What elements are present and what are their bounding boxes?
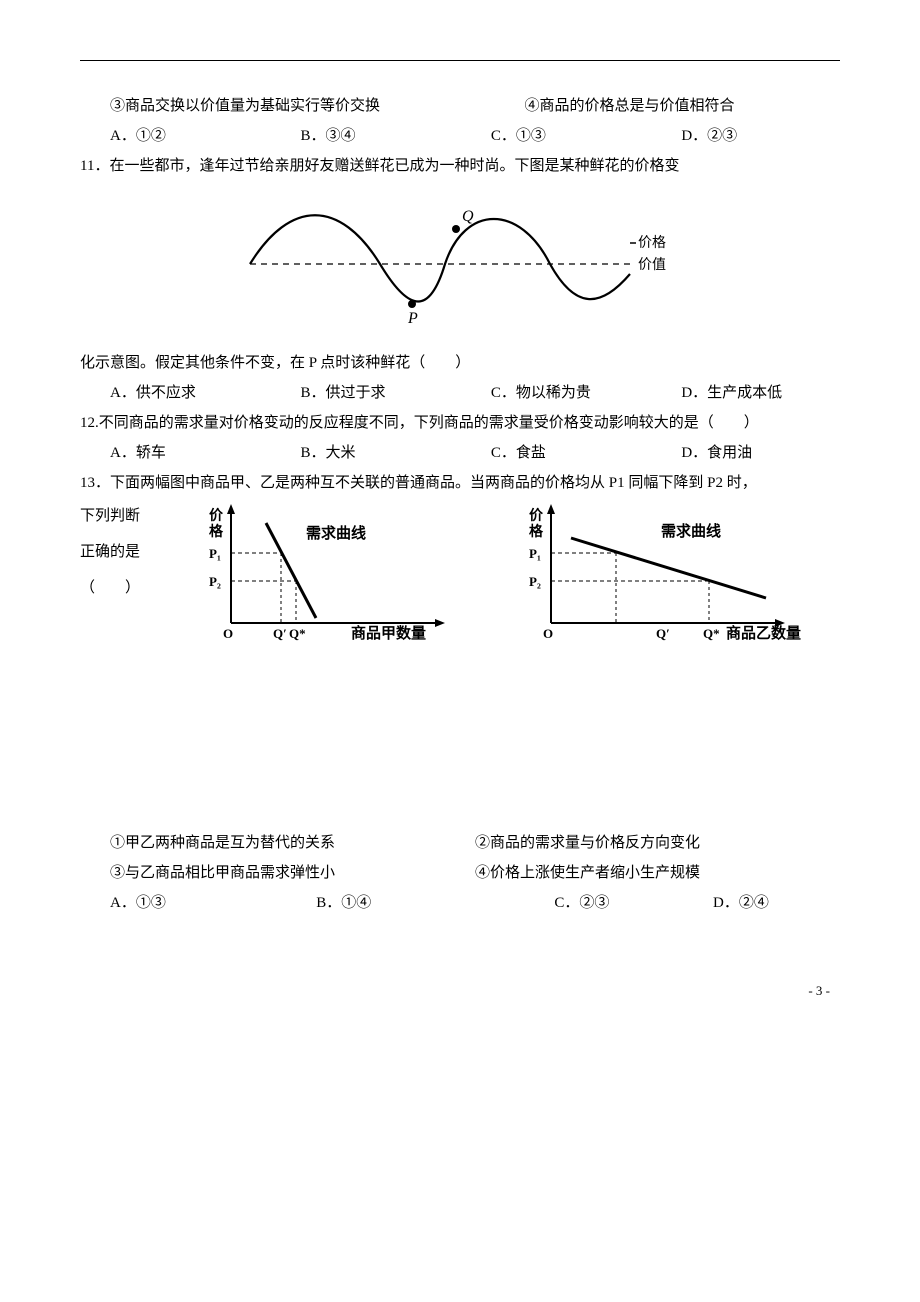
q11-options: A．供不应求 B．供过于求 C．物以稀为贵 D．生产成本低	[80, 378, 840, 408]
svg-text:P₂: P₂	[529, 574, 541, 589]
q13-optC: C．②③	[554, 888, 713, 918]
q13-left3: （ ）	[80, 570, 150, 606]
spacer	[80, 648, 840, 828]
q13-optA: A．①③	[110, 888, 316, 918]
q10-optC: C．①③	[491, 121, 681, 151]
q13-optD: D．②④	[713, 888, 840, 918]
svg-text:P₁: P₁	[209, 546, 221, 561]
svg-text:价: 价	[209, 508, 224, 524]
q11-P-label: P	[407, 310, 418, 327]
q13-stmt2: ②商品的需求量与价格反方向变化	[475, 828, 840, 858]
q11-optC: C．物以稀为贵	[491, 378, 681, 408]
q12-options: A．轿车 B．大米 C．食盐 D．食用油	[80, 438, 840, 468]
svg-text:P₂: P₂	[209, 574, 221, 589]
q10-optD: D．②③	[681, 121, 840, 151]
q13-left2: 正确的是	[80, 534, 150, 570]
q11-price-label: 价格	[638, 235, 666, 251]
q11-optA: A．供不应求	[110, 378, 300, 408]
q13-statements-2: ③与乙商品相比甲商品需求弹性小 ④价格上涨使生产者缩小生产规模	[80, 858, 840, 888]
q13-stem-a: 13．下面两幅图中商品甲、乙是两种互不关联的普通商品。当两商品的价格均从 P1 …	[80, 468, 840, 498]
svg-text:商品乙数量: 商品乙数量	[726, 624, 801, 642]
svg-text:Q′: Q′	[273, 626, 287, 641]
svg-text:Q*: Q*	[289, 626, 306, 641]
q13-stmt4: ④价格上涨使生产者缩小生产规模	[475, 858, 840, 888]
q11-figure: Q P 价格 价值	[80, 189, 840, 340]
q11-Q-label: Q	[462, 208, 474, 225]
q12-stem: 12.不同商品的需求量对价格变动的反应程度不同，下列商品的需求量受价格变动影响较…	[80, 408, 840, 438]
top-rule	[80, 60, 840, 61]
q11-stem-a: 11．在一些都市，逢年过节给亲朋好友赠送鲜花已成为一种时尚。下图是某种鲜花的价格…	[80, 151, 840, 181]
q11-optB: B．供过于求	[300, 378, 490, 408]
q11-optD: D．生产成本低	[681, 378, 840, 408]
svg-text:格: 格	[529, 523, 544, 540]
q12-optC: C．食盐	[491, 438, 681, 468]
q13-charts: 价 格 P₁ P₂ 需求曲线 O Q′ Q* 商品甲数量	[162, 498, 840, 648]
svg-text:商品甲数量: 商品甲数量	[351, 624, 426, 642]
page-number: - 3 -	[80, 978, 840, 1004]
q10-optA: A．①②	[110, 121, 300, 151]
q13-chart-b: 价 格 P₁ P₂ 需求曲线 O Q′ Q* 商品乙数量	[511, 498, 811, 648]
q11-value-label: 价值	[638, 257, 666, 273]
svg-text:价: 价	[529, 508, 544, 524]
q10-optB: B．③④	[300, 121, 490, 151]
q13-options: A．①③ B．①④ C．②③ D．②④	[80, 888, 840, 918]
svg-text:Q′: Q′	[656, 626, 670, 641]
svg-text:O: O	[223, 626, 233, 641]
q10-stmt-row: ③商品交换以价值量为基础实行等价交换 ④商品的价格总是与价值相符合	[80, 91, 840, 121]
q13-optB: B．①④	[316, 888, 554, 918]
q12-optB: B．大米	[300, 438, 490, 468]
q13-chart-a: 价 格 P₁ P₂ 需求曲线 O Q′ Q* 商品甲数量	[191, 498, 471, 648]
svg-text:O: O	[543, 626, 553, 641]
q11-stem-b: 化示意图。假定其他条件不变，在 P 点时该种鲜花（ ）	[80, 348, 840, 378]
q12-optA: A．轿车	[110, 438, 300, 468]
q13-layout: 下列判断 正确的是 （ ） 价 格 P₁ P₂ 需求曲线	[80, 498, 840, 648]
q13-left-text: 下列判断 正确的是 （ ）	[80, 498, 150, 606]
svg-text:需求曲线: 需求曲线	[661, 522, 721, 540]
svg-text:格: 格	[209, 523, 224, 540]
q13-left1: 下列判断	[80, 498, 150, 534]
q13-stmt3: ③与乙商品相比甲商品需求弹性小	[110, 858, 475, 888]
q13-statements-1: ①甲乙两种商品是互为替代的关系 ②商品的需求量与价格反方向变化	[80, 828, 840, 858]
q10-options: A．①② B．③④ C．①③ D．②③	[80, 121, 840, 151]
svg-text:需求曲线: 需求曲线	[306, 524, 366, 542]
svg-text:Q*: Q*	[703, 626, 720, 641]
q12-optD: D．食用油	[681, 438, 840, 468]
q13-stmt1: ①甲乙两种商品是互为替代的关系	[110, 828, 475, 858]
svg-text:P₁: P₁	[529, 546, 541, 561]
q10-stmt4: ④商品的价格总是与价值相符合	[525, 98, 735, 114]
q10-stmt3: ③商品交换以价值量为基础实行等价交换	[80, 91, 521, 121]
